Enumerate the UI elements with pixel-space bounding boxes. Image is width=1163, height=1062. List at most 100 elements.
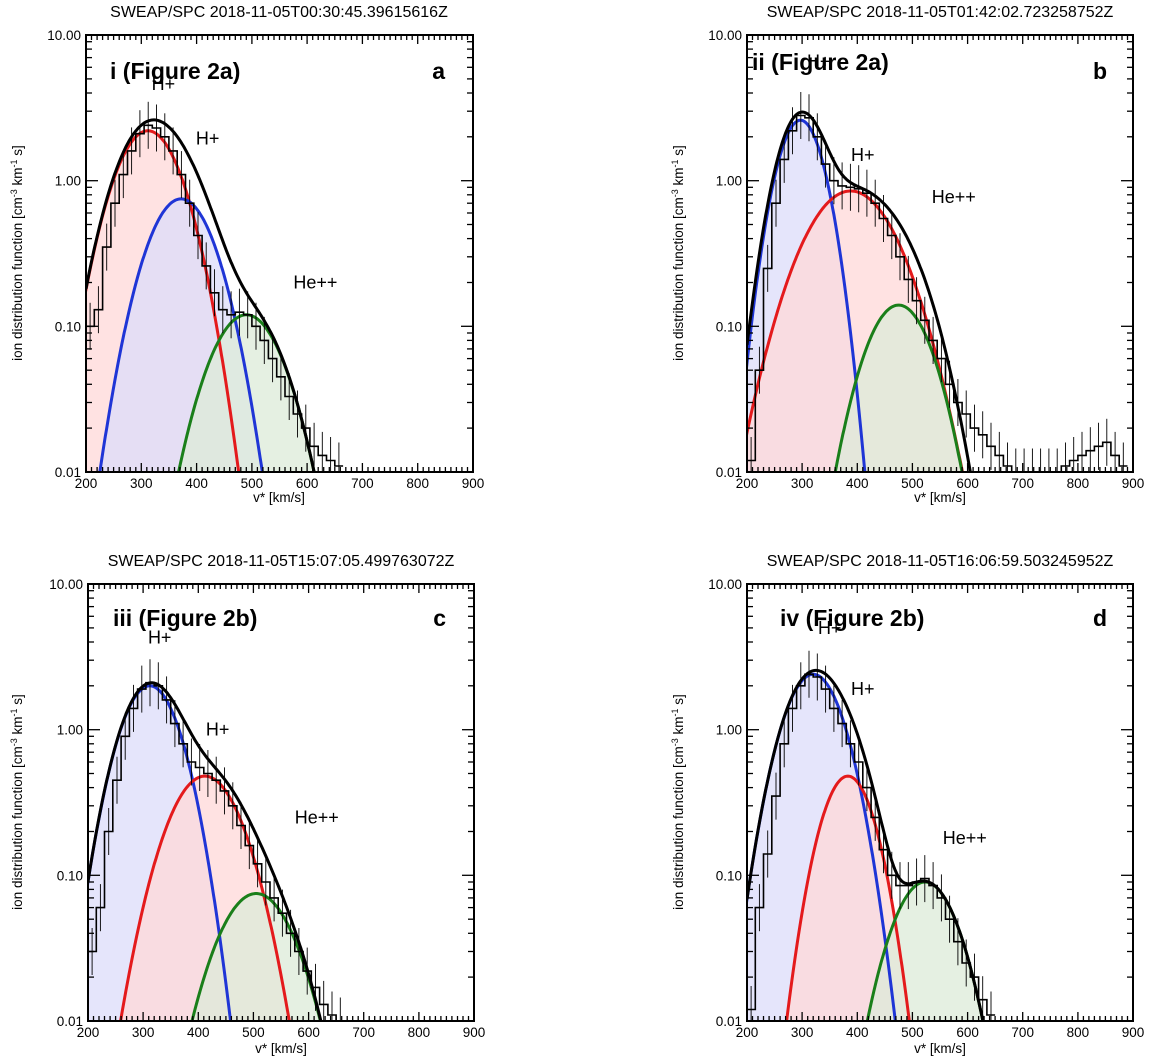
x-tick-label: 400: [185, 476, 208, 491]
y-tick-label: 0.10: [55, 319, 81, 334]
plot-frame: [87, 583, 475, 1022]
panel-letter: d: [1093, 605, 1107, 631]
x-tick-label: 500: [241, 476, 264, 491]
y-tick-label: 1.00: [716, 174, 742, 189]
component-curve-2: [833, 303, 964, 472]
x-tick-label: 300: [791, 1025, 814, 1040]
component-curve-1: [119, 774, 291, 1021]
panel-title: SWEAP/SPC 2018-11-05T16:06:59.503245952Z: [767, 553, 1114, 570]
plot-layer: [88, 659, 345, 1021]
x-axis-label: v* [km/s]: [914, 1041, 966, 1056]
y-tick-label: 10.00: [708, 577, 742, 592]
y-tick-label: 0.10: [716, 868, 742, 883]
panel-letter: b: [1093, 58, 1107, 84]
component-curve-1: [785, 774, 911, 1021]
panel-label: iv (Figure 2b): [780, 605, 924, 631]
plot-frame: [746, 34, 1134, 473]
annotation-layer: H+ H+ He++: [152, 74, 338, 292]
tick-layer: 200 300 400 500 600 700 800 900 0.01 0.10 1.00 10.0…: [49, 577, 485, 1040]
species-label: H+: [152, 74, 176, 94]
panel-label: ii (Figure 2a): [752, 49, 889, 75]
panel-b: SWEAP/SPC 2018-11-05T01:42:02.723258752Z…: [670, 4, 1144, 505]
x-tick-label: 900: [1122, 1025, 1145, 1040]
x-tick-label: 200: [736, 1025, 759, 1040]
x-tick-label: 700: [1011, 476, 1034, 491]
histogram-steps: [747, 114, 1128, 472]
y-axis-label: ion distribution function [cm-3 km-1 s]: [9, 694, 25, 910]
y-axis-label: ion distribution function [cm-3 km-1 s]: [670, 694, 686, 910]
component-curve-0: [747, 118, 867, 472]
component-curve-1: [98, 197, 264, 472]
x-axis-label: v* [km/s]: [253, 490, 305, 505]
species-label: H+: [148, 627, 172, 647]
species-label: He++: [943, 828, 987, 848]
species-label: H+: [851, 679, 875, 699]
y-tick-label: 0.10: [716, 319, 742, 334]
component-fill-2: [861, 882, 989, 1021]
panel-title: SWEAP/SPC 2018-11-05T01:42:02.723258752Z: [767, 4, 1114, 21]
total-fit-curve: [86, 118, 316, 472]
panel-a: SWEAP/SPC 2018-11-05T00:30:45.39615616Z …: [9, 4, 484, 505]
y-tick-label: 0.01: [716, 1014, 742, 1029]
x-tick-label: 800: [1067, 476, 1090, 491]
y-axis-label: ion distribution function [cm-3 km-1 s]: [9, 145, 25, 361]
x-tick-label: 600: [956, 1025, 979, 1040]
annotation-layer: H+ H+ He++: [807, 51, 976, 207]
y-tick-label: 0.01: [57, 1014, 83, 1029]
y-axis-label: ion distribution function [cm-3 km-1 s]: [670, 145, 686, 361]
plot-layer: [747, 92, 1128, 472]
annotation-layer: H+ H+ He++: [148, 627, 339, 827]
tick-layer: 200 300 400 500 600 700 800 900 0.01 0.10 1.00 10.0…: [708, 577, 1144, 1040]
x-tick-label: 200: [736, 476, 759, 491]
x-tick-label: 500: [901, 476, 924, 491]
x-tick-label: 200: [77, 1025, 100, 1040]
species-label: H+: [818, 618, 842, 638]
x-tick-label: 600: [296, 476, 319, 491]
x-tick-label: 300: [132, 1025, 155, 1040]
total-fit-curve: [747, 110, 972, 472]
histogram-steps: [747, 673, 996, 1016]
x-tick-label: 900: [1122, 476, 1145, 491]
x-tick-label: 600: [297, 1025, 320, 1040]
x-tick-label: 900: [463, 1025, 486, 1040]
panel-title: SWEAP/SPC 2018-11-05T15:07:05.499763072Z: [108, 553, 455, 570]
component-fill-2: [829, 305, 968, 472]
x-tick-label: 900: [462, 476, 485, 491]
y-tick-label: 10.00: [47, 28, 81, 43]
y-tick-label: 0.01: [716, 465, 742, 480]
x-axis-label: v* [km/s]: [914, 490, 966, 505]
species-label: H+: [206, 720, 230, 740]
y-tick-label: 0.10: [57, 868, 83, 883]
y-tick-label: 0.01: [55, 465, 81, 480]
x-tick-label: 500: [901, 1025, 924, 1040]
panel-label: iii (Figure 2b): [113, 605, 257, 631]
x-tick-label: 800: [1067, 1025, 1090, 1040]
y-tick-label: 10.00: [708, 28, 742, 43]
y-tick-label: 10.00: [49, 577, 83, 592]
x-axis-label: v* [km/s]: [255, 1041, 307, 1056]
x-tick-label: 400: [187, 1025, 210, 1040]
x-tick-label: 700: [352, 1025, 375, 1040]
x-tick-label: 800: [408, 1025, 431, 1040]
species-label: H+: [807, 51, 831, 71]
x-tick-label: 600: [956, 476, 979, 491]
x-tick-label: 700: [351, 476, 374, 491]
species-label: He++: [293, 273, 337, 293]
panel-letter: c: [433, 605, 446, 631]
panel-d: SWEAP/SPC 2018-11-05T16:06:59.503245952Z…: [670, 553, 1144, 1056]
species-label: H+: [851, 145, 875, 165]
y-tick-label: 1.00: [55, 174, 81, 189]
component-fill-2: [172, 314, 321, 472]
species-label: H+: [196, 128, 220, 148]
panel-c: SWEAP/SPC 2018-11-05T15:07:05.499763072Z…: [9, 553, 485, 1056]
tick-layer: 200 300 400 500 600 700 800 900 0.01 0.10 1.00 10.0…: [47, 28, 484, 491]
x-tick-label: 300: [130, 476, 153, 491]
x-tick-label: 200: [75, 476, 98, 491]
plot-frame: [85, 34, 474, 473]
x-tick-label: 400: [846, 476, 869, 491]
y-tick-label: 1.00: [716, 723, 742, 738]
plot-frame: [746, 583, 1134, 1022]
species-label: He++: [295, 807, 339, 827]
panel-title: SWEAP/SPC 2018-11-05T00:30:45.39615616Z: [110, 4, 448, 21]
